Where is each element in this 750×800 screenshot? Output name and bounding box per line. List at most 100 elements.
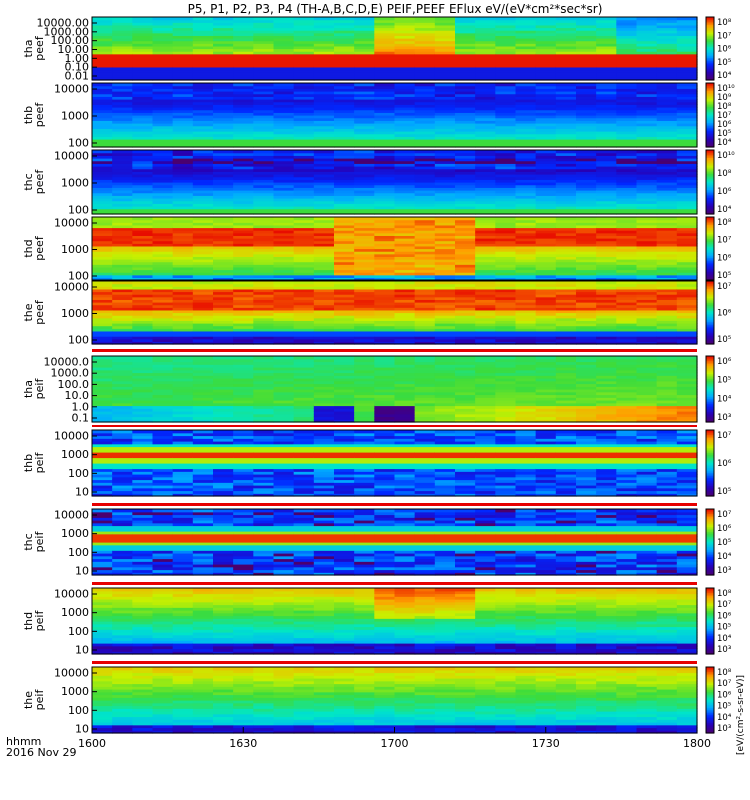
heatmap-cell xyxy=(192,38,214,42)
heatmap-cell xyxy=(414,281,436,285)
heatmap-cell xyxy=(253,101,275,105)
heatmap-cell xyxy=(334,465,355,470)
heatmap-cell xyxy=(676,333,698,337)
heatmap-cell xyxy=(132,45,154,50)
heatmap-cell xyxy=(213,323,234,327)
heatmap-cell xyxy=(354,171,375,175)
heatmap-cell xyxy=(354,22,375,26)
heatmap-cell xyxy=(576,190,597,194)
heatmap-cell xyxy=(636,150,658,154)
heatmap-cell xyxy=(576,405,597,409)
heatmap-cell xyxy=(172,125,194,129)
heatmap-cell xyxy=(676,248,698,252)
heatmap-cell xyxy=(172,35,194,39)
heatmap-cell xyxy=(636,227,658,231)
heatmap-cell xyxy=(132,69,154,73)
heatmap-cell xyxy=(676,192,698,196)
heatmap-cell xyxy=(616,17,638,21)
heatmap-cell xyxy=(636,195,658,199)
heatmap-cell xyxy=(92,372,113,376)
heatmap-cell xyxy=(354,309,375,314)
heatmap-cell xyxy=(293,304,315,308)
heatmap-cell xyxy=(434,230,456,234)
heatmap-cell xyxy=(152,274,174,278)
heatmap-cell xyxy=(414,277,436,281)
heatmap-cell xyxy=(354,141,375,145)
colorbar-step xyxy=(706,402,714,405)
heatmap-cell xyxy=(636,171,658,175)
heatmap-cell xyxy=(172,302,194,306)
colorbar-step xyxy=(706,100,714,103)
heatmap-cell xyxy=(92,203,113,207)
heatmap-cell xyxy=(354,59,375,63)
heatmap-cell xyxy=(213,35,234,39)
heatmap-cell xyxy=(293,277,315,281)
colorbar-tick-label: 10⁵ xyxy=(717,335,731,345)
heatmap-cell xyxy=(334,468,355,472)
heatmap-cell xyxy=(132,158,154,162)
heatmap-cell xyxy=(132,43,154,47)
heatmap-cell xyxy=(213,206,234,210)
heatmap-cell xyxy=(576,83,597,87)
heatmap-cell xyxy=(596,251,617,255)
heatmap-cell xyxy=(434,416,456,420)
heatmap-cell xyxy=(455,378,476,382)
heatmap-cell xyxy=(555,22,577,26)
heatmap-cell xyxy=(334,222,355,226)
heatmap-cell xyxy=(374,277,396,281)
heatmap-cell xyxy=(455,206,476,210)
heatmap-cell xyxy=(334,109,355,113)
heatmap-cell xyxy=(152,38,174,42)
heatmap-cell xyxy=(475,416,496,420)
heatmap-cell xyxy=(455,200,476,204)
heatmap-cell xyxy=(636,107,658,111)
heatmap-cell xyxy=(374,419,396,423)
heatmap-cell xyxy=(132,269,154,273)
heatmap-cell xyxy=(354,283,375,287)
heatmap-cell xyxy=(515,281,537,285)
heatmap-cell xyxy=(192,182,214,186)
heatmap-cell xyxy=(555,224,577,229)
colorbar-step xyxy=(706,287,714,290)
heatmap-cell xyxy=(192,171,214,175)
heatmap-cell xyxy=(636,259,658,263)
heatmap-cell xyxy=(253,291,275,295)
heatmap-cell xyxy=(394,413,416,418)
heatmap-cell xyxy=(253,51,275,55)
heatmap-cell xyxy=(192,299,214,303)
heatmap-cell xyxy=(354,131,375,135)
heatmap-cell xyxy=(92,230,113,234)
heatmap-cell xyxy=(92,485,113,489)
heatmap-cell xyxy=(112,187,133,191)
heatmap-cell xyxy=(394,77,416,81)
heatmap-cell xyxy=(273,131,295,135)
heatmap-cell xyxy=(616,190,638,194)
heatmap-cell xyxy=(152,449,174,453)
heatmap-cell xyxy=(656,238,678,242)
heatmap-cell xyxy=(576,158,597,162)
heatmap-cell xyxy=(495,232,517,236)
heatmap-cell xyxy=(132,104,154,108)
heatmap-cell xyxy=(152,56,174,60)
heatmap-cell xyxy=(112,378,133,382)
heatmap-cell xyxy=(192,155,214,159)
heatmap-cell xyxy=(293,45,315,50)
heatmap-cell xyxy=(354,487,375,492)
heatmap-cell xyxy=(92,240,113,244)
heatmap-cell xyxy=(455,338,476,342)
heatmap-cell xyxy=(334,446,355,450)
heatmap-cell xyxy=(616,341,638,345)
heatmap-cell xyxy=(273,139,295,143)
heatmap-cell xyxy=(354,139,375,143)
heatmap-cell xyxy=(334,430,355,434)
heatmap-cell xyxy=(576,261,597,265)
heatmap-cell xyxy=(434,152,456,156)
heatmap-cell xyxy=(192,77,214,81)
heatmap-cell xyxy=(636,101,658,105)
heatmap-cell xyxy=(152,48,174,52)
heatmap-cell xyxy=(233,85,254,89)
heatmap-cell xyxy=(576,283,597,287)
heatmap-cell xyxy=(132,369,154,374)
heatmap-cell xyxy=(475,174,496,178)
heatmap-cell xyxy=(576,117,597,121)
